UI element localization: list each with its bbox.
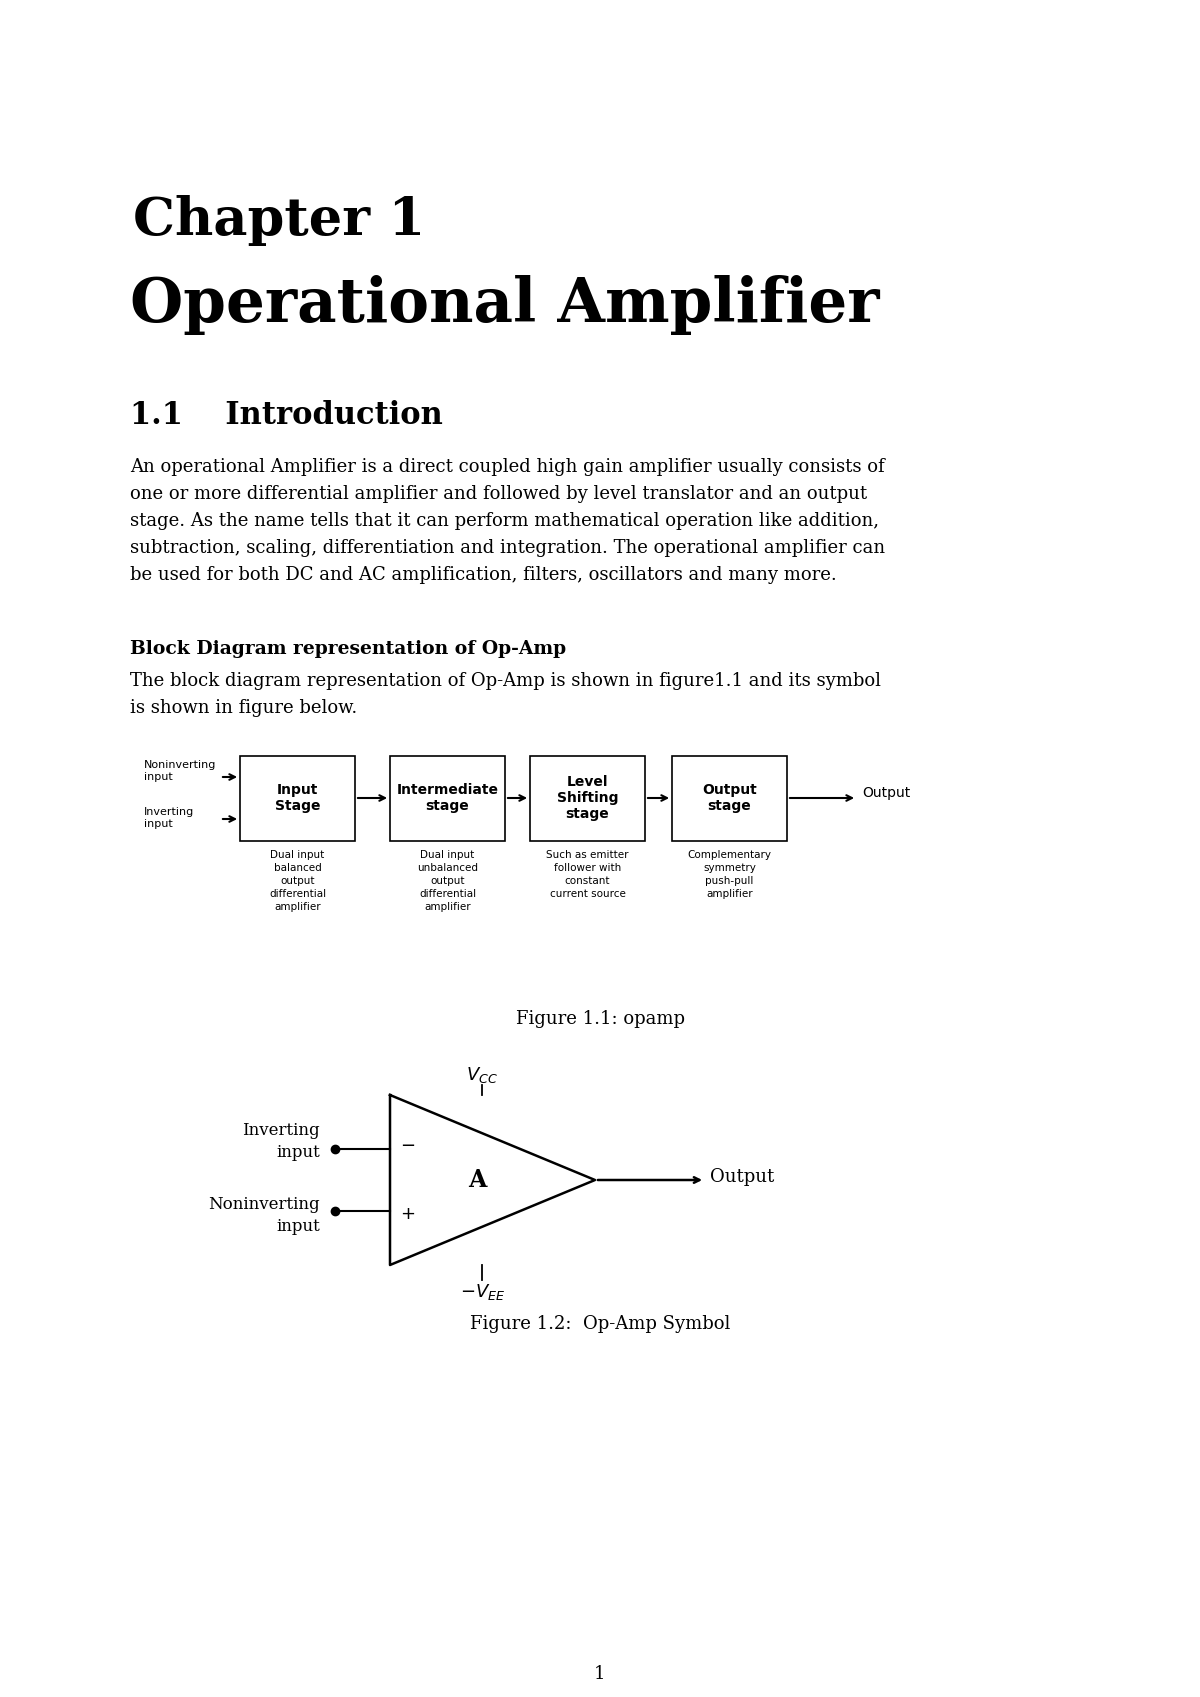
Text: Input
Stage: Input Stage [275,782,320,813]
Bar [530,755,646,840]
Text: Dual input
unbalanced
output
differential
amplifier: Dual input unbalanced output differentia… [418,850,478,911]
Text: Block Diagram representation of Op-Amp: Block Diagram representation of Op-Amp [130,640,566,658]
Text: 1: 1 [594,1665,606,1683]
Text: Dual input
balanced
output
differential
amplifier: Dual input balanced output differential … [269,850,326,911]
Bar [390,755,505,840]
Text: Output
stage: Output stage [702,782,757,813]
Text: A: A [468,1168,487,1191]
Text: $V_{CC}$: $V_{CC}$ [467,1066,498,1084]
Text: An operational Amplifier is a direct coupled high gain amplifier usually consist: An operational Amplifier is a direct cou… [130,458,886,584]
Text: −: − [400,1137,415,1156]
Text: Intermediate
stage: Intermediate stage [396,782,498,813]
Text: The block diagram representation of Op-Amp is shown in figure1.1 and its symbol
: The block diagram representation of Op-A… [130,672,881,718]
Text: Level
Shifting
stage: Level Shifting stage [557,776,618,821]
Text: Noninverting
input: Noninverting input [144,760,216,782]
Text: $-V_{EE}$: $-V_{EE}$ [460,1281,505,1302]
Text: Figure 1.1: opamp: Figure 1.1: opamp [516,1010,684,1028]
Text: Complementary
symmetry
push-pull
amplifier: Complementary symmetry push-pull amplifi… [688,850,772,899]
Text: Noninverting
input: Noninverting input [209,1196,320,1235]
Text: Chapter 1: Chapter 1 [133,195,425,246]
Text: Output: Output [710,1168,774,1186]
Text: Inverting
input: Inverting input [242,1122,320,1161]
Text: Such as emitter
follower with
constant
current source: Such as emitter follower with constant c… [546,850,629,899]
Text: Output: Output [862,786,911,799]
Bar [240,755,355,840]
Text: +: + [400,1205,415,1222]
Bar [672,755,787,840]
Text: Operational Amplifier: Operational Amplifier [130,275,880,334]
Text: Inverting
input: Inverting input [144,808,194,830]
Text: Figure 1.2:  Op-Amp Symbol: Figure 1.2: Op-Amp Symbol [470,1315,730,1334]
Text: 1.1    Introduction: 1.1 Introduction [130,400,443,431]
